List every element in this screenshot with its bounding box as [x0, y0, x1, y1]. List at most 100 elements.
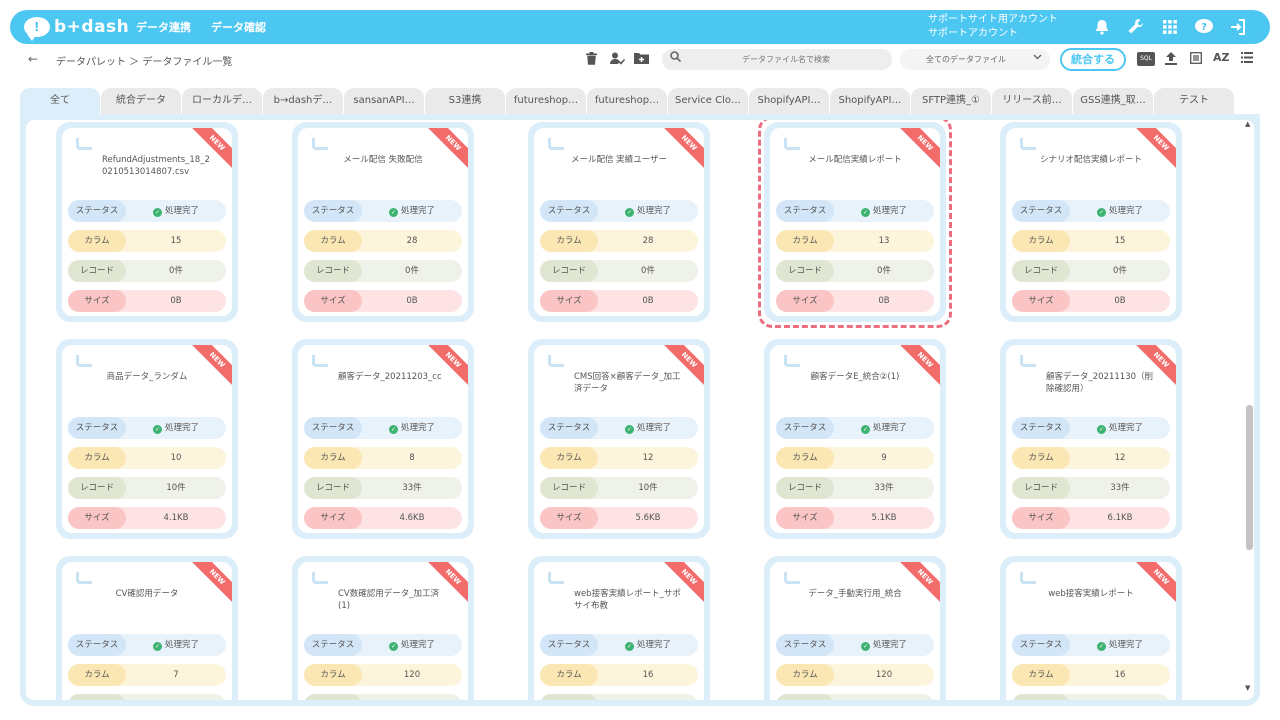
- menu-icon[interactable]: [1241, 52, 1253, 66]
- columns-label: カラム: [1012, 447, 1070, 469]
- back-arrow-icon[interactable]: ←: [28, 52, 39, 66]
- file-card[interactable]: NEW シナリオ配信実績レポート ステータス ✓ 処理完了 カラム 15 レコード 0件 サイズ 0…: [1000, 122, 1182, 322]
- file-panel: NEW RefundAdjustments_18_20210513014807.c…: [20, 114, 1260, 706]
- tab-5[interactable]: S3連携: [425, 88, 505, 114]
- size-row: サイズ 0B: [776, 290, 934, 312]
- status-value: ✓ 処理完了: [598, 200, 698, 222]
- tab-10[interactable]: ShopifyAPI…: [830, 88, 910, 114]
- columns-row: カラム 12: [540, 447, 698, 469]
- tab-3[interactable]: b→dashデ…: [263, 88, 343, 114]
- file-card[interactable]: NEW 商品データ_ランダム ステータス ✓ 処理完了 カラム 10 レコード 10件 サイズ 4.…: [56, 339, 238, 539]
- size-value: 0B: [878, 296, 890, 306]
- tab-1[interactable]: 統合データ: [101, 88, 181, 114]
- merge-button[interactable]: 統合する: [1060, 48, 1126, 71]
- records-value: 10件: [638, 483, 658, 493]
- status-row: ステータス ✓ 処理完了: [1012, 417, 1170, 439]
- trash-icon[interactable]: [586, 52, 597, 69]
- status-value: ✓ 処理完了: [362, 634, 462, 656]
- columns-row: カラム 13: [776, 230, 934, 252]
- columns-value: 28: [642, 236, 654, 246]
- status-row: ステータス ✓ 処理完了: [68, 417, 226, 439]
- file-icon: [784, 572, 800, 584]
- file-card[interactable]: NEW CMS回答×顧客データ_加工済データ ステータス ✓ 処理完了 カラム 12 レコード…: [528, 339, 710, 539]
- file-card[interactable]: NEW RefundAdjustments_18_20210513014807.c…: [56, 122, 238, 322]
- file-card[interactable]: NEW メール配信 実績ユーザー ステータス ✓ 処理完了 カラム 28 レコード 0件 サイズ 0…: [528, 122, 710, 322]
- tab-4[interactable]: sansanAPI…: [344, 88, 424, 114]
- records-label: レコード: [68, 477, 126, 499]
- columns-row: カラム 16: [1012, 664, 1170, 686]
- file-card[interactable]: NEW メール配信実績レポート ステータス ✓ 処理完了 カラム 13 レコード 0件 サイズ 0B: [764, 122, 946, 322]
- tab-2[interactable]: ローカルデ…: [182, 88, 262, 114]
- file-grid: NEW RefundAdjustments_18_20210513014807.c…: [26, 120, 1254, 700]
- records-label: レコード: [1012, 477, 1070, 499]
- selected-card-outline: [758, 120, 952, 328]
- tab-9[interactable]: ShopifyAPI…: [749, 88, 829, 114]
- file-card[interactable]: NEW 顧客データ_20211130（削除確認用） ステータス ✓ 処理完了 カラム 12 レ…: [1000, 339, 1182, 539]
- logo[interactable]: ! b+dash: [24, 17, 134, 41]
- grid-icon[interactable]: [1160, 17, 1180, 37]
- check-circle-icon: ✓: [624, 642, 634, 651]
- logout-icon[interactable]: [1228, 17, 1248, 37]
- status-row: ステータス ✓ 処理完了: [68, 634, 226, 656]
- wrench-icon[interactable]: [1126, 17, 1146, 37]
- check-circle-icon: ✓: [860, 425, 870, 434]
- logo-text: b+dash: [54, 17, 130, 37]
- records-value: 0件: [169, 266, 183, 276]
- scroll-up-icon[interactable]: ▲: [1245, 120, 1251, 128]
- columns-label: カラム: [1012, 664, 1070, 686]
- file-icon: [76, 572, 92, 584]
- tab-11[interactable]: SFTP連携_①: [911, 88, 991, 114]
- records-label: レコード: [1012, 694, 1070, 700]
- status-text: 処理完了: [636, 206, 671, 216]
- tab-6[interactable]: futureshop…: [506, 88, 586, 114]
- file-card[interactable]: NEW 顧客データE_統合②(1) ステータス ✓ 処理完了 カラム 9 レコード 33件 サイズ…: [764, 339, 946, 539]
- columns-row: カラム 9: [776, 447, 934, 469]
- list-view-icon[interactable]: [1190, 52, 1202, 67]
- status-text: 処理完了: [636, 423, 671, 433]
- scrollbar-thumb[interactable]: [1246, 405, 1253, 550]
- account-info[interactable]: サポートサイト用アカウント サポートアカウント: [928, 13, 1058, 41]
- user-check-icon[interactable]: [610, 52, 626, 69]
- sort-az-icon[interactable]: AZ: [1213, 51, 1230, 64]
- status-label: ステータス: [68, 200, 126, 222]
- columns-value: 16: [642, 670, 654, 680]
- nav-data-link[interactable]: データ連携: [136, 21, 191, 34]
- file-title: 商品データ_ランダム: [106, 372, 188, 382]
- help-icon[interactable]: ?: [1194, 17, 1214, 37]
- tab-14[interactable]: テスト: [1154, 88, 1234, 114]
- file-filter-select[interactable]: 全てのデータファイル: [900, 49, 1050, 70]
- search-box[interactable]: [662, 49, 892, 70]
- status-label: ステータス: [1012, 417, 1070, 439]
- nav-data-check[interactable]: データ確認: [211, 21, 266, 34]
- tab-12[interactable]: リリース前…: [992, 88, 1072, 114]
- tab-13[interactable]: GSS連携_取…: [1073, 88, 1153, 114]
- file-card[interactable]: NEW 顧客データ_20211203_cc ステータス ✓ 処理完了 カラム 8 レコード 33…: [292, 339, 474, 539]
- tab-0[interactable]: 全て: [20, 88, 100, 114]
- sql-icon[interactable]: SQL: [1137, 52, 1155, 66]
- status-row: ステータス ✓ 処理完了: [304, 634, 462, 656]
- records-row: レコード 0件: [1012, 260, 1170, 282]
- columns-value: 120: [403, 670, 421, 680]
- folder-add-icon[interactable]: [634, 52, 649, 68]
- bell-icon[interactable]: [1092, 17, 1112, 37]
- file-card[interactable]: NEWweb接客実績レポート_サポサイ布教ステータス✓処理完了カラム16レコード…: [528, 556, 710, 700]
- scroll-down-icon[interactable]: ▼: [1245, 684, 1251, 692]
- file-title: メール配信 失敗配信: [343, 155, 423, 165]
- file-card[interactable]: NEW メール配信 失敗配信 ステータス ✓ 処理完了 カラム 28 レコード 0件 サイズ 0B: [292, 122, 474, 322]
- records-row: レコード 0件: [304, 260, 462, 282]
- upload-icon[interactable]: [1165, 52, 1177, 68]
- columns-row: カラム 7: [68, 664, 226, 686]
- records-value: 33件: [874, 483, 894, 493]
- columns-label: カラム: [304, 230, 362, 252]
- file-card[interactable]: NEWCV数確認用データ_加工済(1)ステータス✓処理完了カラム120レコードサ…: [292, 556, 474, 700]
- scrollbar[interactable]: ▲ ▼: [1244, 120, 1254, 692]
- tab-7[interactable]: futureshop…: [587, 88, 667, 114]
- records-label: レコード: [540, 694, 598, 700]
- status-value: ✓ 処理完了: [834, 200, 934, 222]
- search-input[interactable]: [686, 50, 886, 69]
- tab-8[interactable]: Service Clo…: [668, 88, 748, 114]
- status-text: 処理完了: [872, 423, 907, 433]
